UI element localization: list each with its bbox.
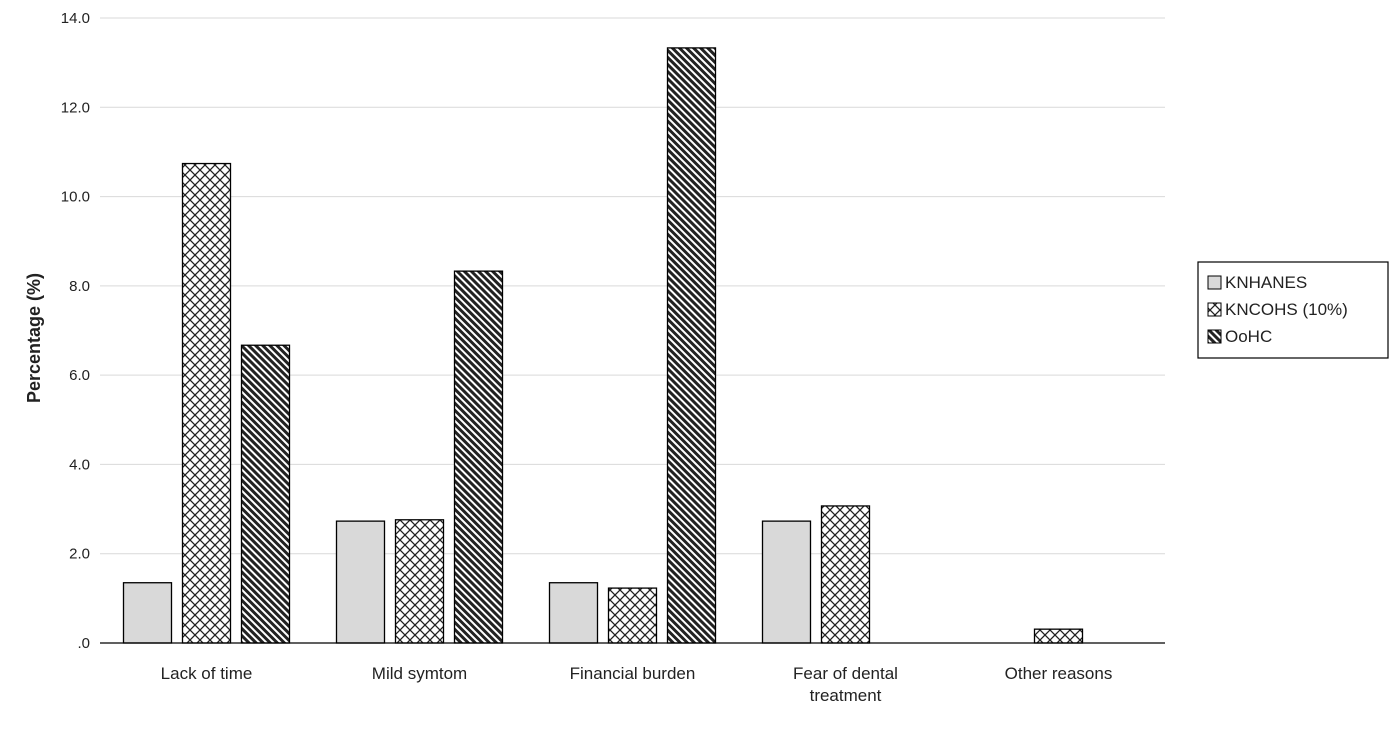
x-tick-label: Other reasons	[1005, 664, 1113, 683]
bar-kncohs-10	[820, 505, 871, 644]
legend-label: KNHANES	[1225, 273, 1307, 292]
bar-oohc	[666, 47, 717, 644]
x-axis-ticks: Lack of time Mild symtom Financial burden F…	[161, 664, 1113, 705]
bar-kncohs-10	[607, 587, 658, 644]
y-tick-label: 8.0	[69, 278, 90, 295]
bar-knhanes	[548, 582, 599, 644]
legend-box	[1197, 261, 1389, 359]
bar-kncohs-10	[181, 162, 232, 644]
bar-knhanes	[761, 520, 812, 644]
x-tick-label: Lack of time	[161, 664, 253, 683]
bars	[122, 47, 1084, 644]
y-axis-label: Percentage (%)	[24, 273, 44, 403]
bar-knhanes	[335, 520, 386, 644]
y-tick-label: 12.0	[61, 99, 90, 116]
legend-swatch	[1207, 329, 1222, 344]
y-tick-label: 2.0	[69, 546, 90, 563]
bar-kncohs-10	[1033, 628, 1084, 644]
bar-knhanes	[122, 582, 173, 644]
y-tick-label: 4.0	[69, 456, 90, 473]
legend-label: KNCOHS (10%)	[1225, 300, 1348, 319]
legend: KNHANES KNCOHS (10%) OoHC	[1197, 261, 1389, 359]
x-tick-label: Fear of dental treatment	[793, 664, 898, 705]
y-tick-label: .0	[77, 635, 90, 652]
bar-kncohs-10	[394, 519, 445, 644]
x-tick-label: Financial burden	[570, 664, 696, 683]
legend-label: OoHC	[1225, 327, 1272, 346]
y-tick-label: 10.0	[61, 189, 90, 206]
y-axis-ticks: .0 2.0 4.0 6.0 8.0 10.0 12.0 14.0	[61, 10, 90, 652]
legend-swatch	[1207, 302, 1222, 317]
y-tick-label: 6.0	[69, 367, 90, 384]
legend-swatch	[1207, 275, 1222, 290]
bar-oohc	[453, 270, 504, 644]
bar-oohc	[240, 344, 291, 644]
x-tick-label: Mild symtom	[372, 664, 467, 683]
y-tick-label: 14.0	[61, 10, 90, 27]
